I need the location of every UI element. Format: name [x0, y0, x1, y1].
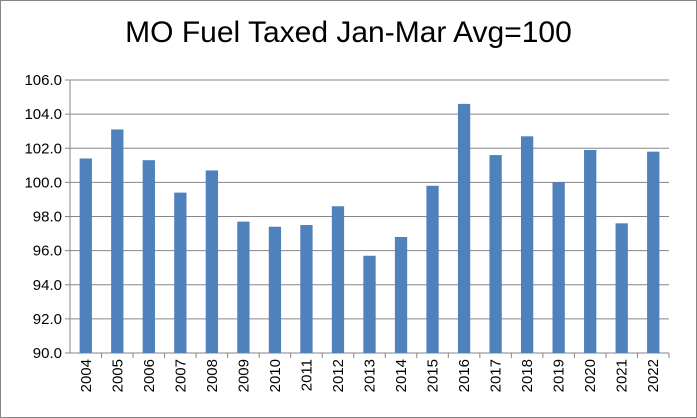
- x-category-label: 2022: [645, 359, 662, 392]
- y-tick-label: 106.0: [24, 72, 62, 89]
- x-category-label: 2017: [488, 359, 505, 392]
- bar: [237, 221, 250, 353]
- bar: [520, 136, 534, 353]
- bar: [394, 236, 408, 353]
- bar: [268, 226, 282, 353]
- bar: [111, 129, 124, 353]
- x-category-label: 2012: [330, 359, 347, 392]
- y-tick-label: 98.0: [33, 209, 62, 226]
- x-category-label: 2016: [456, 359, 473, 392]
- x-category-label: 2008: [204, 359, 221, 392]
- x-category-label: 2004: [78, 359, 95, 392]
- x-category-label: 2009: [235, 359, 252, 392]
- x-category-label: 2020: [582, 359, 599, 392]
- x-category-label: 2007: [172, 359, 189, 392]
- x-category-label: 2015: [425, 359, 442, 392]
- bar: [426, 185, 439, 353]
- bar: [142, 160, 155, 353]
- bar: [174, 192, 187, 353]
- x-category-label: 2005: [109, 359, 126, 392]
- y-tick-label: 94.0: [33, 277, 62, 294]
- bar: [363, 255, 376, 353]
- bar: [615, 223, 628, 353]
- bar: [331, 206, 345, 353]
- x-category-label: 2021: [614, 359, 631, 392]
- y-tick-label: 92.0: [33, 311, 62, 328]
- bar: [79, 158, 92, 353]
- bar: [489, 155, 502, 353]
- x-category-label: 2014: [393, 359, 410, 392]
- bar: [457, 103, 471, 353]
- y-tick-label: 96.0: [33, 243, 62, 260]
- y-tick-label: 104.0: [24, 106, 62, 123]
- bar: [647, 151, 660, 353]
- x-category-label: 2013: [362, 359, 379, 392]
- x-category-label: 2006: [141, 359, 158, 392]
- y-tick-label: 90.0: [33, 345, 62, 362]
- chart-title: MO Fuel Taxed Jan-Mar Avg=100: [125, 16, 572, 49]
- x-category-label: 2010: [267, 359, 284, 392]
- bar: [300, 225, 313, 353]
- x-category-label: 2011: [298, 359, 315, 391]
- y-tick-label: 102.0: [24, 140, 62, 157]
- x-category-label: 2019: [551, 359, 568, 392]
- x-category-label: 2018: [519, 359, 536, 392]
- bar: [205, 170, 219, 353]
- y-tick-label: 100.0: [24, 174, 62, 191]
- bar: [584, 149, 597, 353]
- bar: [552, 182, 565, 353]
